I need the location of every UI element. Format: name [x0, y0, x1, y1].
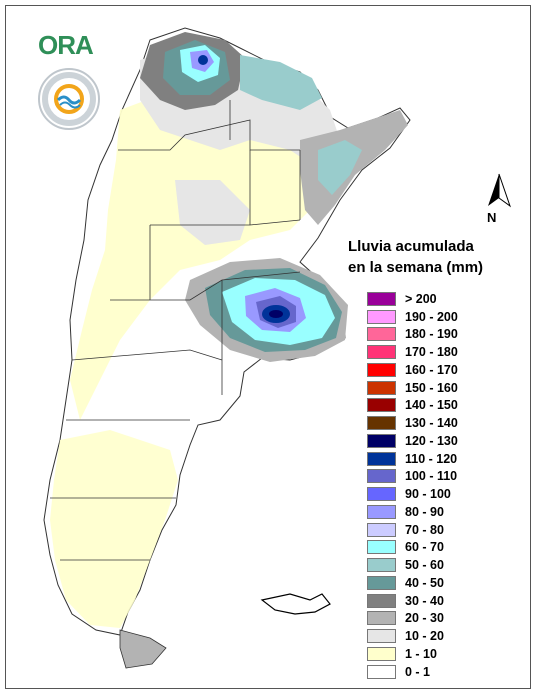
malvinas-islands: [260, 593, 331, 615]
legend-swatch: [367, 522, 396, 537]
legend-label: 0 - 1: [405, 664, 431, 679]
legend-label: 160 - 170: [405, 362, 458, 377]
legend-item: 100 - 110: [367, 468, 458, 486]
rain-zone-ne-40-60: [318, 140, 362, 195]
legend-item: 110 - 120: [367, 450, 458, 468]
legend-label: 80 - 90: [405, 504, 444, 519]
rain-zone-central-core-inner: [269, 310, 283, 318]
legend-title-line1: Lluvia acumulada: [348, 238, 474, 255]
legend-swatch: [367, 629, 396, 644]
legend-swatch: [367, 593, 396, 608]
legend-item: 30 - 40: [367, 592, 458, 610]
legend-swatch: [367, 540, 396, 555]
rain-zone-10-20-b: [175, 180, 250, 245]
legend-swatch: [367, 291, 396, 306]
north-arrow-icon: [488, 173, 511, 208]
legend-label: 20 - 30: [405, 611, 444, 626]
legend-item: 180 - 190: [367, 326, 458, 344]
legend-label: 100 - 110: [405, 469, 458, 484]
legend-item: > 200: [367, 290, 458, 308]
legend-swatch: [367, 646, 396, 661]
legend-title: Lluvia acumulada en la semana (mm): [348, 236, 483, 278]
tierra-del-fuego: [119, 629, 167, 669]
rain-zone-1-10-north: [70, 95, 330, 420]
legend-label: 90 - 100: [405, 487, 451, 502]
smn-seal-icon: [38, 68, 100, 130]
ora-logo: ORA: [38, 30, 94, 60]
legend-swatch: [367, 469, 396, 484]
legend-label: 190 - 200: [405, 309, 458, 324]
legend-label: 150 - 160: [405, 380, 458, 395]
legend-item: 160 - 170: [367, 361, 458, 379]
legend-item: 20 - 30: [367, 610, 458, 628]
legend-title-line2: en la semana (mm): [348, 259, 484, 276]
legend-label: > 200: [405, 291, 437, 306]
legend-label: 40 - 50: [405, 575, 444, 590]
legend: > 200 190 - 200 180 - 190 170 - 180 160 - 17…: [367, 290, 458, 681]
legend-label: 1 - 10: [405, 646, 437, 661]
legend-item: 120 - 130: [367, 432, 458, 450]
legend-label: 110 - 120: [405, 451, 458, 466]
legend-item: 150 - 160: [367, 379, 458, 397]
legend-swatch: [367, 362, 396, 377]
legend-swatch: [367, 504, 396, 519]
rain-zone-ne-20-40: [300, 110, 408, 225]
legend-swatch: [367, 451, 396, 466]
legend-label: 50 - 60: [405, 558, 444, 573]
legend-label: 10 - 20: [405, 629, 444, 644]
rain-zone-north-east-band: [240, 55, 322, 110]
rain-zone-north-core: [198, 55, 208, 65]
rain-zone-1-10-south: [50, 430, 178, 628]
north-label: N: [487, 210, 497, 225]
legend-item: 60 - 70: [367, 539, 458, 557]
legend-swatch: [367, 558, 396, 573]
legend-item: 10 - 20: [367, 627, 458, 645]
legend-label: 180 - 190: [405, 327, 458, 342]
legend-item: 1 - 10: [367, 645, 458, 663]
legend-item: 130 - 140: [367, 414, 458, 432]
legend-swatch: [367, 398, 396, 413]
legend-label: 70 - 80: [405, 522, 444, 537]
legend-item: 140 - 150: [367, 397, 458, 415]
legend-label: 170 - 180: [405, 345, 458, 360]
legend-label: 30 - 40: [405, 593, 444, 608]
legend-item: 90 - 100: [367, 485, 458, 503]
province-borders: [50, 100, 301, 561]
legend-label: 60 - 70: [405, 540, 444, 555]
legend-label: 120 - 130: [405, 433, 458, 448]
legend-swatch: [367, 345, 396, 360]
legend-swatch: [367, 380, 396, 395]
legend-swatch: [367, 433, 396, 448]
legend-swatch: [367, 487, 396, 502]
legend-item: 0 - 1: [367, 663, 458, 681]
legend-label: 140 - 150: [405, 398, 458, 413]
legend-swatch: [367, 611, 396, 626]
legend-swatch: [367, 309, 396, 324]
legend-swatch: [367, 664, 396, 679]
legend-item: 170 - 180: [367, 343, 458, 361]
legend-item: 40 - 50: [367, 574, 458, 592]
legend-label: 130 - 140: [405, 416, 458, 431]
legend-item: 70 - 80: [367, 521, 458, 539]
legend-swatch: [367, 575, 396, 590]
legend-swatch: [367, 327, 396, 342]
legend-item: 50 - 60: [367, 556, 458, 574]
legend-item: 80 - 90: [367, 503, 458, 521]
legend-item: 190 - 200: [367, 308, 458, 326]
legend-swatch: [367, 416, 396, 431]
